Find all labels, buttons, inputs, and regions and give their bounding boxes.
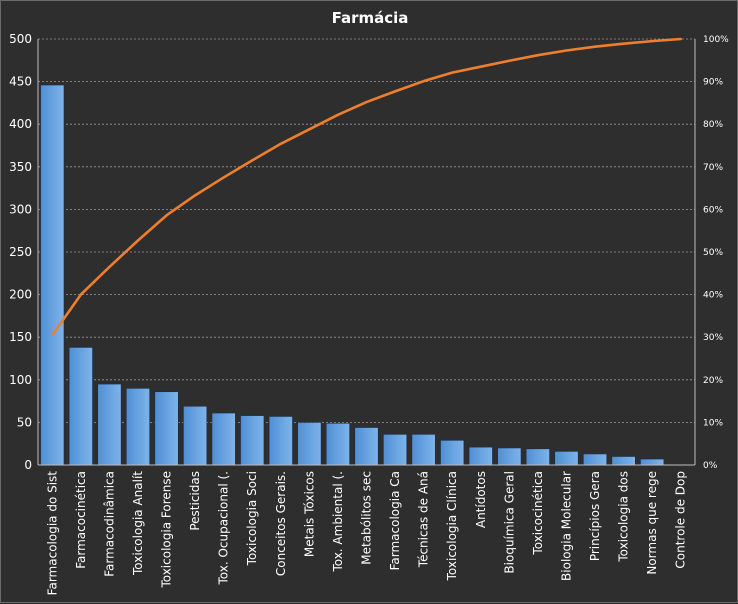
x-tick-label: Antídotos [474, 471, 488, 528]
bar [211, 412, 236, 466]
y2-tick-label: 40% [703, 291, 723, 301]
x-tick-label: Farmacologia Ca [388, 471, 402, 570]
y2-tick-label: 60% [703, 205, 723, 215]
cumulative-line [50, 37, 683, 337]
bar [240, 415, 265, 466]
bar [40, 84, 65, 466]
y2-tick-label: 80% [703, 120, 723, 130]
bar [68, 347, 93, 466]
cumulative-line-series [50, 37, 683, 337]
bar [640, 458, 665, 466]
x-tick-label: Toxicocinética [531, 471, 545, 556]
y-tick-label: 450 [9, 75, 32, 89]
y-tick-label: 350 [9, 160, 32, 174]
y-tick-label: 400 [9, 117, 32, 131]
x-tick-label: Tox. Ambiental (. [331, 471, 345, 573]
y-tick-label: 100 [9, 373, 32, 387]
x-tick-label: Farmacocinética [74, 471, 88, 569]
bar [583, 453, 608, 466]
bar [125, 388, 150, 466]
y-tick-label: 150 [9, 330, 32, 344]
x-tick-label: Técnicas de Aná [417, 471, 431, 568]
x-tick-label: Toxicologia Soci [245, 471, 259, 566]
bar [268, 416, 293, 466]
y2-tick-label: 0% [703, 461, 718, 471]
x-tick-label: Farmacologia do Sist [45, 471, 59, 596]
bar [97, 383, 122, 466]
bar [411, 434, 436, 466]
chart-title: Farmácia [332, 9, 409, 27]
x-tick-label: Bioquímica Geral [502, 471, 516, 574]
x-tick-label: Toxicologia Clínica [445, 471, 459, 581]
x-tick-label: Pesticidas [188, 471, 202, 531]
y-tick-label: 200 [9, 288, 32, 302]
x-tick-label: Metais Tóxicos [302, 471, 316, 557]
y2-tick-label: 100% [703, 35, 729, 45]
bar [297, 422, 322, 466]
secondary-y-axis-ticks: 0% 10% 20% 30% 40% 50% 60% 70% 80% 90% 100% [703, 35, 729, 471]
bar [183, 405, 208, 466]
y-tick-label: 50 [17, 415, 32, 429]
x-tick-label: Toxicologia dos [617, 471, 631, 563]
bar [554, 451, 579, 466]
x-axis-ticks: Farmacologia do Sist Farmacocinética Farma… [45, 471, 687, 596]
bar [440, 439, 465, 466]
x-tick-label: Biologia Molecular [559, 471, 573, 581]
x-tick-label: Farmacodinâmica [102, 471, 116, 577]
y-tick-label: 500 [9, 32, 32, 46]
x-tick-label: Metabólitos sec [360, 471, 374, 565]
x-tick-label: Toxicologia Analít [131, 471, 145, 576]
y2-tick-label: 30% [703, 333, 723, 343]
y-tick-label: 250 [9, 245, 32, 259]
axes [37, 39, 696, 466]
bar [325, 422, 350, 466]
y2-tick-label: 20% [703, 376, 723, 386]
x-tick-label: Conceitos Gerais. [274, 471, 288, 576]
bar [154, 391, 179, 466]
y-axis-ticks: 0 50 100 150 200 250 300 350 400 450 500 [9, 32, 32, 472]
y2-tick-label: 70% [703, 163, 723, 173]
x-tick-label: Normas que rege [645, 471, 659, 575]
y2-tick-label: 90% [703, 78, 723, 88]
x-tick-label: Princípios Gera [588, 471, 602, 561]
bar [525, 448, 550, 466]
bar [611, 456, 636, 466]
y2-tick-label: 10% [703, 418, 723, 428]
y-tick-label: 300 [9, 202, 32, 216]
x-tick-label: Controle de Dop [674, 471, 688, 569]
bar [383, 434, 408, 466]
bar [468, 446, 493, 466]
y2-tick-label: 50% [703, 248, 723, 258]
bar [497, 447, 522, 466]
y-tick-label: 0 [24, 458, 32, 472]
x-tick-label: Tox. Ocupacional (. [217, 471, 231, 586]
bar-series [40, 84, 665, 466]
gridlines [38, 38, 695, 423]
bar [354, 427, 379, 466]
x-tick-label: Toxicologia Forense [160, 471, 174, 589]
